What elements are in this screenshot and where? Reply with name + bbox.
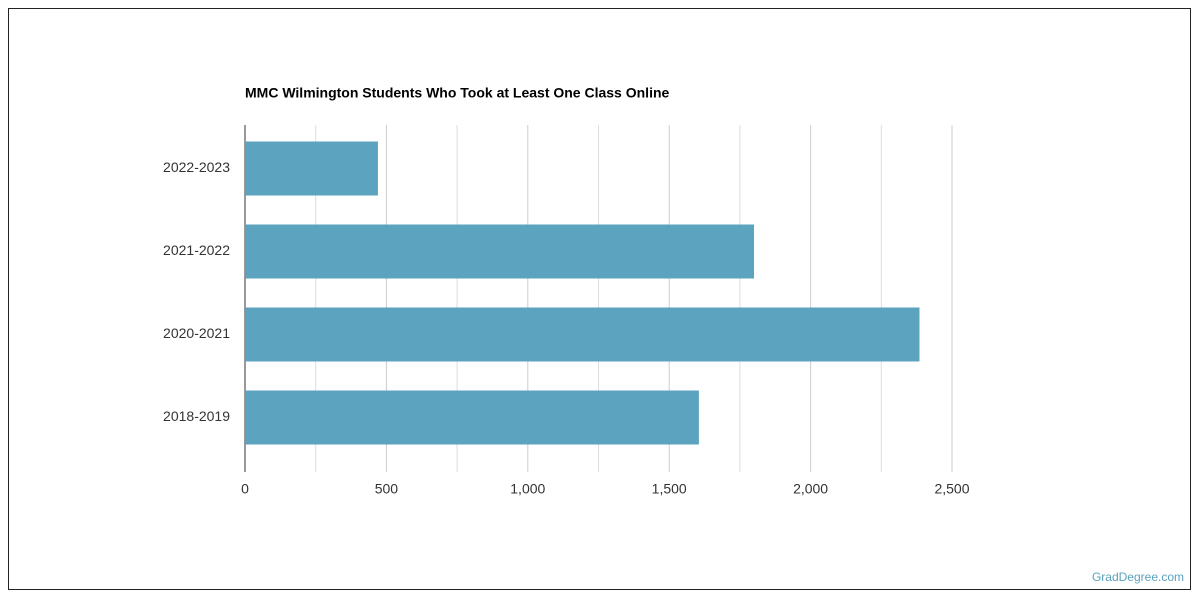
bar [245, 307, 920, 362]
y-tick-label: 2018-2019 [163, 408, 230, 424]
x-tick-label: 1,000 [510, 481, 545, 497]
y-tick-label: 2021-2022 [163, 242, 230, 258]
bar [245, 141, 378, 196]
chart-title: MMC Wilmington Students Who Took at Leas… [245, 85, 670, 101]
x-tick-label: 2,500 [934, 481, 969, 497]
frame [8, 8, 1191, 590]
bar [245, 224, 755, 279]
x-tick-label: 1,500 [652, 481, 687, 497]
bar [245, 390, 699, 445]
footer: GradDegree.com [1092, 570, 1184, 584]
x-tick-label: 500 [375, 481, 399, 497]
x-tick-label: 2,000 [793, 481, 828, 497]
x-tick-label: 0 [241, 481, 249, 497]
y-tick-label: 2022-2023 [163, 159, 230, 175]
y-tick-label: 2020-2021 [163, 325, 230, 341]
